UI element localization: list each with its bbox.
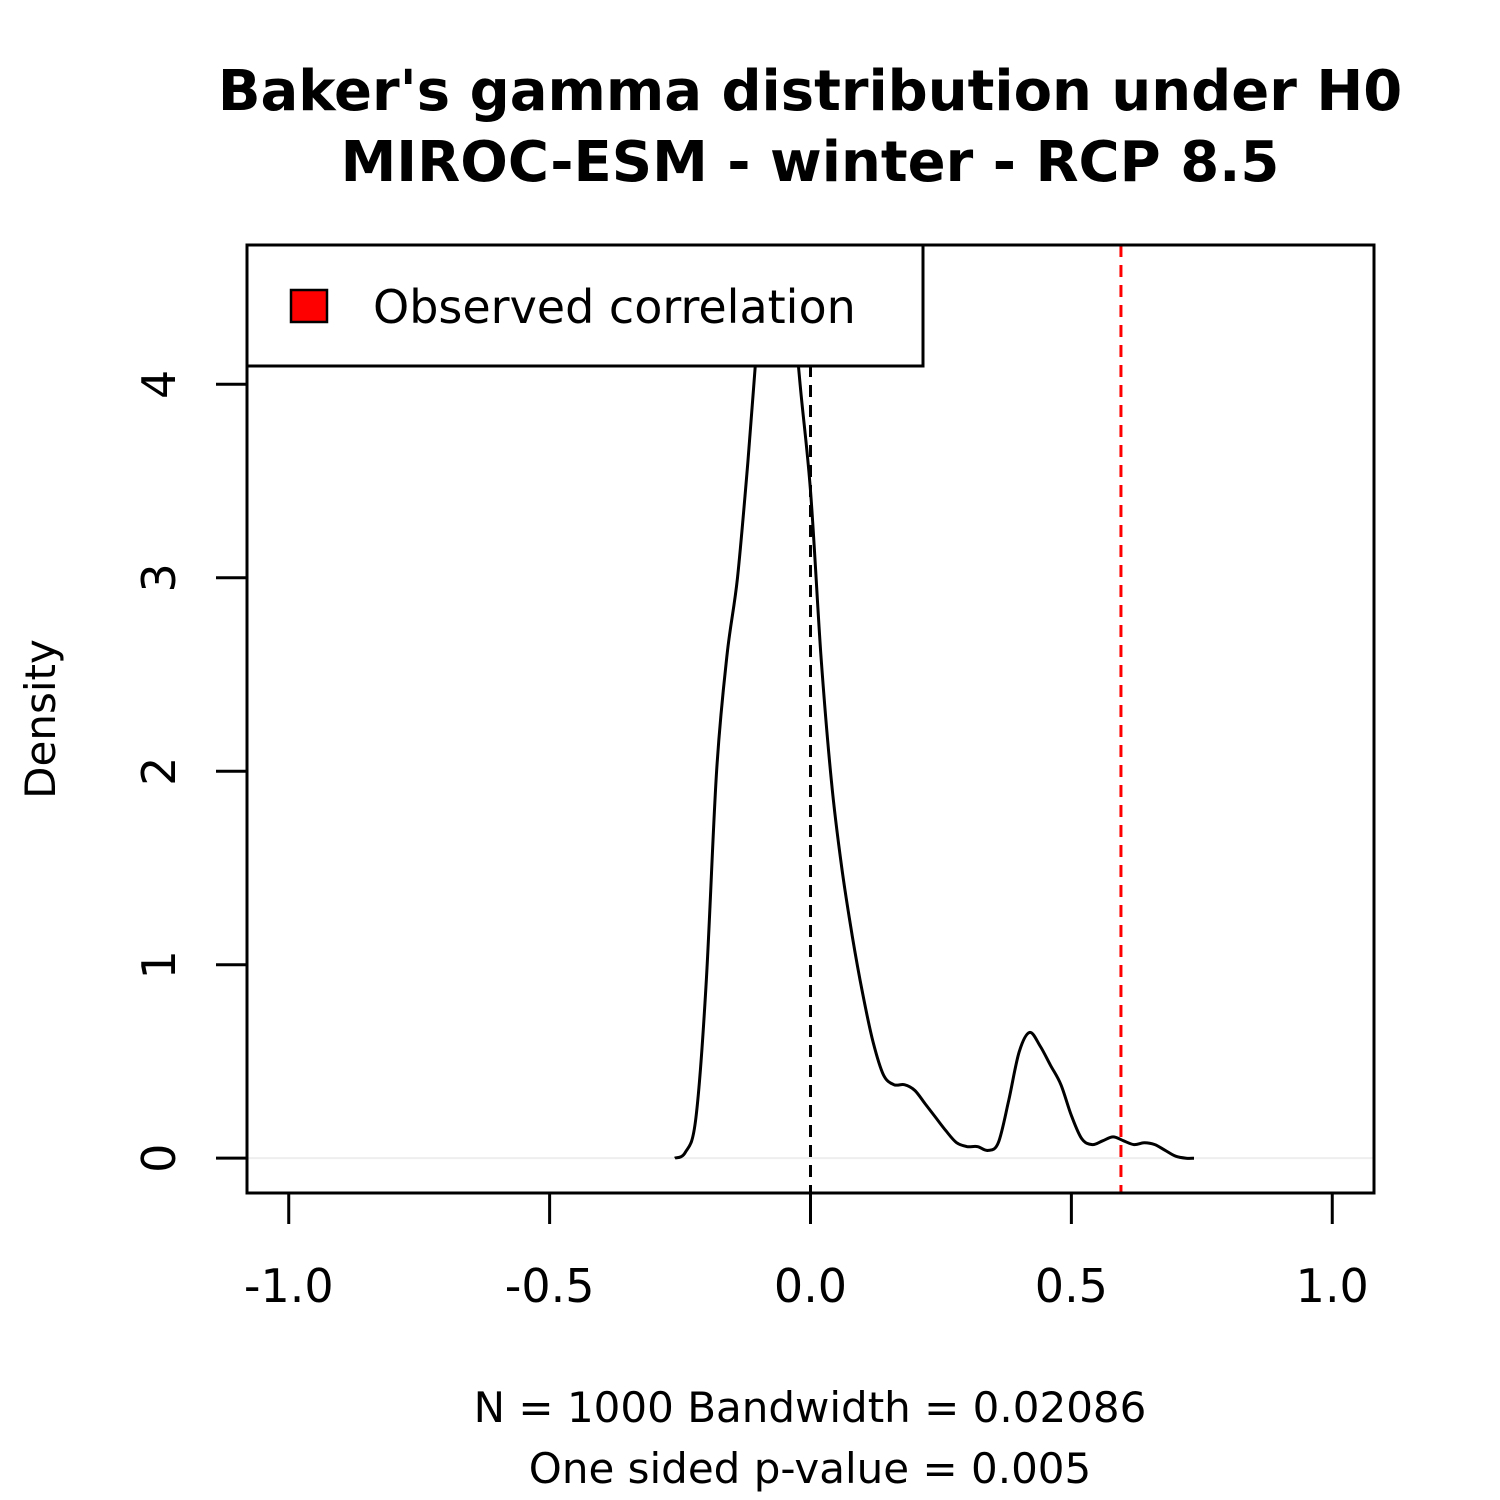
legend-label: Observed correlation bbox=[373, 280, 856, 334]
x-axis-label-line1: N = 1000 Bandwidth = 0.02086 bbox=[474, 1383, 1147, 1432]
y-tick-label: 1 bbox=[132, 950, 186, 979]
x-axis: -1.0 -0.5 0.0 0.5 1.0 bbox=[244, 1193, 1369, 1313]
x-tick-label: 0.0 bbox=[774, 1259, 847, 1313]
x-tick-label: 1.0 bbox=[1296, 1259, 1369, 1313]
y-tick-label: 0 bbox=[132, 1144, 186, 1173]
y-axis-label: Density bbox=[16, 639, 65, 799]
x-tick-label: -0.5 bbox=[505, 1259, 595, 1313]
density-curve bbox=[674, 245, 1195, 1160]
y-axis: 0 1 2 3 4 bbox=[132, 370, 247, 1173]
y-tick-label: 3 bbox=[132, 563, 186, 592]
y-tick-label: 2 bbox=[132, 757, 186, 786]
chart-subtitle: MIROC-ESM - winter - RCP 8.5 bbox=[341, 130, 1280, 195]
x-tick-label: 0.5 bbox=[1035, 1259, 1108, 1313]
legend-swatch bbox=[289, 288, 329, 324]
y-tick-label: 4 bbox=[132, 370, 186, 399]
x-axis-label-line2: One sided p-value = 0.005 bbox=[529, 1444, 1091, 1493]
x-tick-label: -1.0 bbox=[244, 1259, 334, 1313]
legend-box bbox=[245, 243, 925, 368]
chart-title: Baker's gamma distribution under H0 bbox=[218, 59, 1402, 124]
legend: Observed correlation bbox=[245, 243, 925, 368]
